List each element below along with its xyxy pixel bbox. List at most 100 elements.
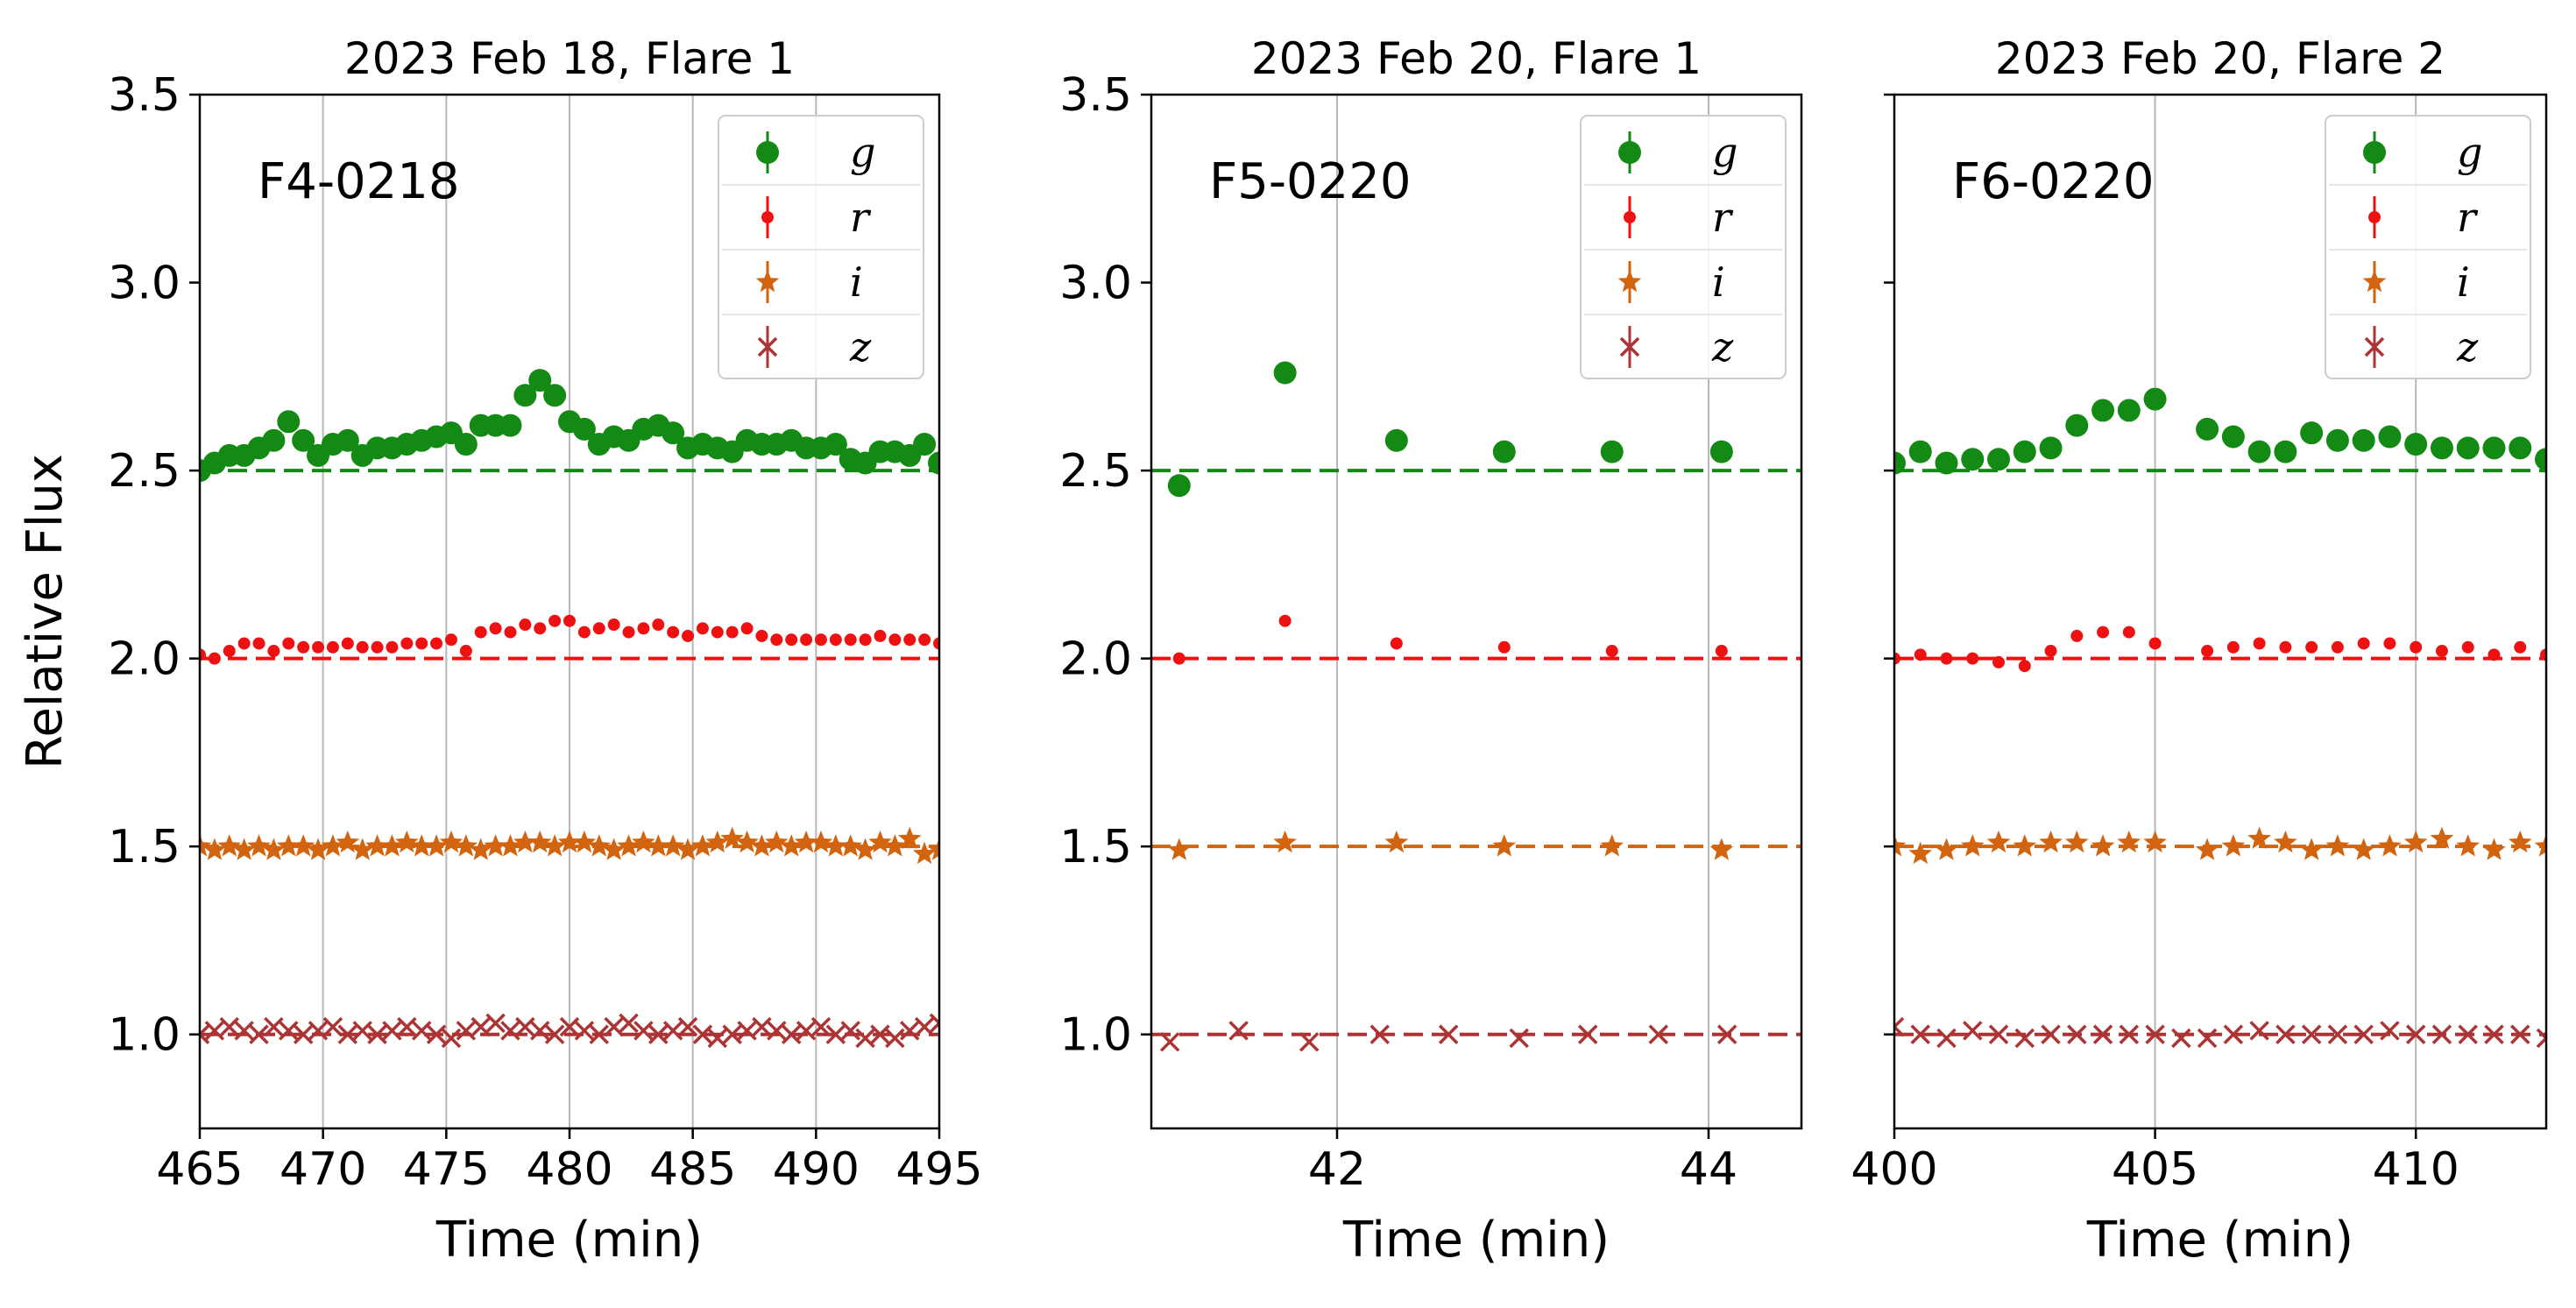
data-point-r — [415, 637, 428, 650]
data-point-g — [2117, 399, 2141, 422]
data-point-r — [2514, 640, 2527, 654]
y-tick-label: 1.5 — [108, 821, 180, 873]
data-point-r — [297, 640, 310, 654]
data-point-g — [499, 414, 522, 437]
legend-label-r: r — [2457, 194, 2479, 241]
data-point-z — [662, 1021, 683, 1041]
data-point-z — [1894, 1016, 1905, 1037]
data-point-z — [677, 1016, 698, 1037]
data-point-z — [737, 1021, 757, 1041]
data-point-i — [277, 834, 301, 857]
data-points — [200, 369, 939, 1049]
legend-marker-z — [2364, 336, 2385, 357]
data-point-g — [662, 421, 685, 445]
data-point-r — [696, 622, 709, 635]
legend-label-g: g — [850, 129, 875, 176]
data-point-g — [277, 410, 301, 434]
data-point-g — [2378, 425, 2402, 449]
data-point-z — [308, 1021, 329, 1041]
data-point-r — [223, 645, 236, 658]
legend-marker-r — [2368, 211, 2381, 223]
data-point-z — [200, 1024, 210, 1044]
data-point-r — [2148, 637, 2162, 650]
x-tick-label: 470 — [280, 1143, 366, 1196]
data-point-r — [844, 633, 857, 647]
x-axis-label: Time (min) — [2086, 1212, 2353, 1269]
legend-marker-g — [1618, 141, 1641, 164]
legend-label-z: z — [2456, 323, 2479, 371]
data-point-r — [2305, 640, 2318, 654]
data-point-z — [249, 1024, 269, 1044]
data-point-i — [602, 838, 626, 860]
data-point-z — [870, 1024, 890, 1044]
data-point-z — [515, 1016, 535, 1037]
data-point-r — [577, 626, 591, 639]
x-tick-label: 495 — [895, 1143, 982, 1196]
data-point-z — [900, 1021, 920, 1041]
data-point-i — [2247, 826, 2271, 849]
data-point-i — [735, 830, 759, 853]
data-point-z — [456, 1021, 477, 1041]
data-point-r — [444, 633, 457, 647]
data-point-r — [2461, 640, 2474, 654]
data-point-g — [1935, 451, 1958, 475]
data-point-r — [1894, 652, 1900, 665]
data-point-i — [809, 830, 833, 853]
data-point-z — [2014, 1028, 2035, 1049]
data-point-i — [336, 830, 360, 853]
data-point-g — [1987, 448, 2011, 471]
data-point-i — [2065, 830, 2089, 853]
data-point-r — [652, 619, 665, 632]
data-point-i — [527, 830, 552, 853]
data-point-g — [2039, 436, 2063, 460]
data-point-i — [380, 834, 404, 857]
data-point-r — [356, 640, 369, 654]
data-point-z — [1509, 1028, 1529, 1049]
data-point-r — [504, 626, 517, 639]
data-point-r — [800, 633, 813, 647]
chart-title: 2023 Feb 18, Flare 1 — [344, 33, 795, 84]
data-point-i — [1273, 830, 1297, 853]
data-point-z — [2275, 1024, 2296, 1044]
data-point-r — [312, 640, 325, 654]
data-point-z — [1910, 1024, 1930, 1044]
panel-3: 400 405 410 2023 Feb 20, Flare 2 Time (min) F… — [1851, 33, 2548, 1269]
x-axis-label: Time (min) — [435, 1212, 703, 1269]
data-point-i — [794, 830, 818, 853]
data-point-g — [928, 451, 939, 475]
data-point-i — [291, 834, 315, 857]
data-point-r — [1497, 640, 1511, 654]
data-point-i — [321, 834, 345, 857]
data-point-i — [350, 838, 374, 860]
data-point-r — [667, 626, 680, 639]
data-point-z — [2223, 1024, 2244, 1044]
data-point-r — [814, 633, 827, 647]
data-point-g — [2300, 421, 2324, 445]
data-point-r — [755, 629, 768, 642]
data-point-i — [1986, 830, 2011, 853]
data-point-r — [2410, 640, 2423, 654]
x-axis-label: Time (min) — [1342, 1212, 1610, 1269]
data-point-r — [2253, 637, 2266, 650]
data-point-z — [1369, 1024, 1390, 1044]
data-point-i — [247, 834, 271, 857]
data-point-i — [883, 834, 907, 857]
legend-marker-i — [1617, 270, 1642, 293]
x-tick-label: 465 — [156, 1143, 243, 1196]
data-point-i — [2274, 830, 2297, 853]
data-point-r — [430, 637, 443, 650]
data-point-z — [781, 1024, 802, 1044]
data-point-i — [2039, 830, 2063, 853]
data-point-r — [770, 633, 783, 647]
data-point-r — [1172, 652, 1185, 665]
data-point-z — [2197, 1028, 2218, 1049]
data-point-i — [705, 830, 730, 853]
data-point-r — [2201, 645, 2214, 658]
data-point-z — [544, 1024, 565, 1044]
data-point-r — [282, 637, 295, 650]
data-point-i — [1167, 838, 1192, 860]
data-point-g — [1908, 440, 1932, 463]
data-point-r — [341, 637, 354, 650]
data-point-z — [485, 1013, 506, 1034]
data-point-i — [912, 841, 937, 865]
